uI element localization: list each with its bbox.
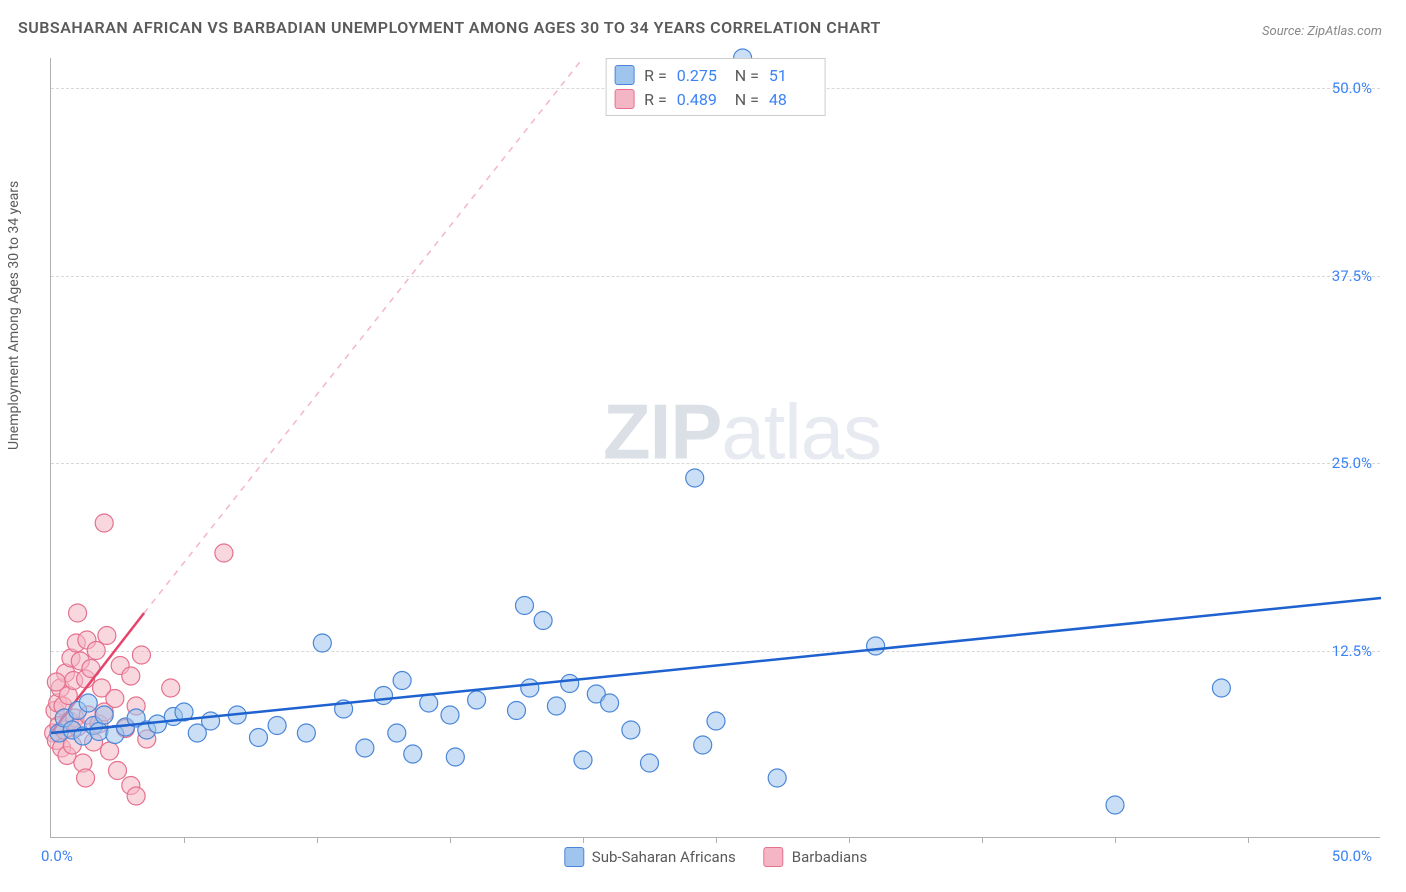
legend-label: Barbadians [792,848,867,866]
scatter-point [69,604,87,622]
scatter-point [446,748,464,766]
scatter-point [297,724,315,742]
scatter-point [574,751,592,769]
plot-area: ZIPatlas 12.5%25.0%37.5%50.0% R =0.275N … [50,58,1380,838]
scatter-svg [51,58,1380,837]
scatter-point [375,687,393,705]
x-tick-mark [450,837,451,843]
scatter-point [249,729,267,747]
stats-n-label: N = [735,66,759,85]
scatter-point [521,679,539,697]
stats-swatch [614,65,634,85]
scatter-point [622,721,640,739]
scatter-point [47,673,65,691]
scatter-point [95,706,113,724]
scatter-point [122,667,140,685]
scatter-point [534,612,552,630]
scatter-point [388,724,406,742]
x-axis-max-label: 50.0% [1332,847,1372,865]
stats-n-label: N = [735,90,759,109]
x-axis-min-label: 0.0% [41,847,73,865]
scatter-point [508,702,526,720]
stats-swatch [614,89,634,109]
x-tick-mark [583,837,584,843]
scatter-point [867,637,885,655]
scatter-point [215,544,233,562]
x-tick-mark [1115,837,1116,843]
scatter-point [79,694,97,712]
stats-n-value: 51 [769,66,817,85]
scatter-point [404,745,422,763]
scatter-point [132,646,150,664]
scatter-point [90,723,108,741]
chart-container: SUBSAHARAN AFRICAN VS BARBADIAN UNEMPLOY… [0,0,1406,892]
x-tick-mark [982,837,983,843]
y-axis-label: Unemployment Among Ages 30 to 34 years [6,181,22,450]
scatter-point [1106,796,1124,814]
scatter-point [393,672,411,690]
scatter-point [601,694,619,712]
x-tick-mark [317,837,318,843]
scatter-point [1212,679,1230,697]
scatter-point [420,694,438,712]
scatter-point [547,697,565,715]
scatter-point [441,706,459,724]
stats-row: R = 0.489 N = 48 [614,87,817,111]
scatter-point [707,712,725,730]
x-tick-mark [849,837,850,843]
scatter-point [109,762,127,780]
legend-swatch [564,847,584,867]
scatter-point [98,627,116,645]
scatter-point [561,675,579,693]
scatter-point [768,769,786,787]
stats-box: R = 0.275 N = 51 R = 0.489 N = 48 [605,58,826,116]
scatter-point [162,679,180,697]
scatter-point [87,642,105,660]
legend-item: Barbadians [764,847,867,867]
chart-title: SUBSAHARAN AFRICAN VS BARBADIAN UNEMPLOY… [18,18,881,37]
scatter-point [127,787,145,805]
scatter-point [313,634,331,652]
scatter-point [694,736,712,754]
stats-r-label: R = [644,66,667,85]
scatter-point [686,469,704,487]
legend-swatch [764,847,784,867]
x-tick-mark [184,837,185,843]
legend: Sub-Saharan Africans Barbadians [564,847,867,867]
x-tick-mark [716,837,717,843]
stats-n-value: 48 [769,90,817,109]
scatter-point [202,712,220,730]
x-tick-mark [1248,837,1249,843]
scatter-point [106,690,124,708]
scatter-point [95,514,113,532]
scatter-point [101,742,119,760]
stats-row: R = 0.275 N = 51 [614,63,817,87]
stats-r-label: R = [644,90,667,109]
stats-r-value: 0.275 [677,66,725,85]
scatter-point [515,597,533,615]
trend-line [144,58,583,613]
scatter-point [468,691,486,709]
source-attribution: Source: ZipAtlas.com [1262,24,1382,39]
legend-item: Sub-Saharan Africans [564,847,736,867]
scatter-point [77,769,95,787]
stats-r-value: 0.489 [677,90,725,109]
scatter-point [268,717,286,735]
legend-label: Sub-Saharan Africans [592,848,736,866]
scatter-point [641,754,659,772]
scatter-point [356,739,374,757]
